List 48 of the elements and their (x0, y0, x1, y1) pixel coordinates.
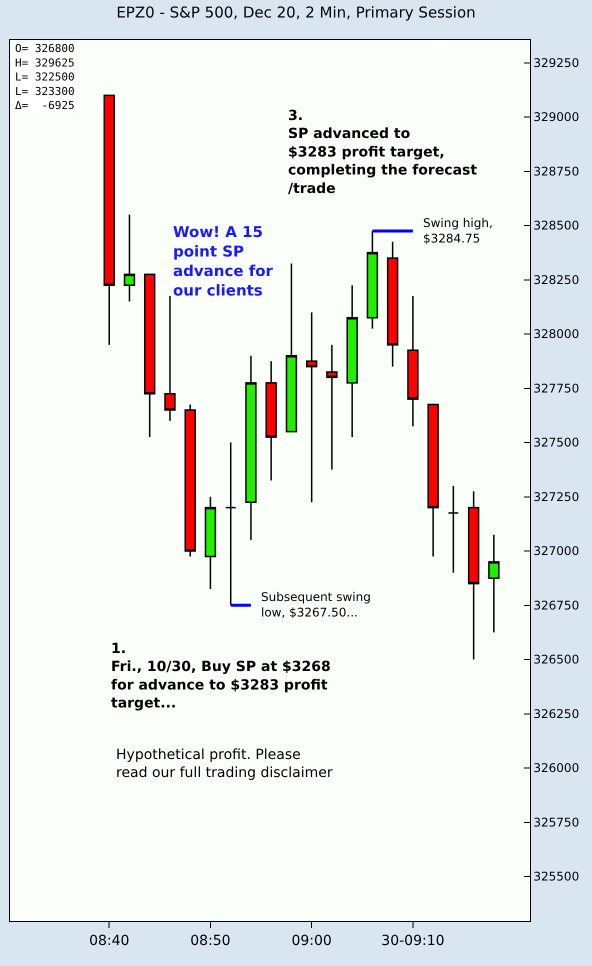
y-tick-label: 325750 (533, 815, 580, 830)
y-tick-label: 327250 (533, 490, 580, 504)
x-tick-label: 09:00 (291, 932, 332, 949)
annotation: 1. Fri., 10/30, Buy SP at $3268 for advance to $3283 profit target... (111, 641, 331, 712)
y-tick-label: 326500 (533, 652, 580, 667)
y-tick-label: 325500 (533, 870, 580, 884)
annotation: O= 326800 H= 329625 L= 322500 L= 323300 Δ= -6925 (15, 42, 75, 112)
candlestick (386, 241, 398, 368)
candlestick (204, 496, 216, 590)
candlestick (366, 230, 378, 330)
candlestick (326, 344, 338, 470)
candlestick (286, 262, 298, 432)
y-tick-label: 327750 (533, 381, 580, 396)
annotation: Hypothetical profit. Please read our full trading disclaimer (116, 747, 333, 782)
y-tick-label: 329000 (533, 110, 580, 124)
x-tick-label: 08:50 (190, 932, 231, 949)
candlestick (124, 214, 136, 302)
candlestick (407, 295, 419, 427)
candlestick (164, 295, 176, 422)
candlestick (346, 284, 358, 438)
candlestick (104, 94, 115, 346)
y-tick-label: 329250 (533, 56, 580, 70)
y-tick-label: 327000 (533, 544, 580, 558)
y-tick-label: 328500 (533, 218, 580, 233)
annotation: Swing high, $3284.75 (423, 216, 493, 246)
y-tick-label: 328250 (533, 272, 580, 287)
candlestick (245, 354, 257, 541)
annotation: Subsequent swing low, $3267.50... (261, 590, 371, 620)
candlestick (144, 274, 156, 438)
x-tick-label: 08:40 (89, 932, 130, 949)
y-tick-label: 328750 (533, 164, 580, 178)
y-tick-label: 326250 (533, 706, 580, 721)
annotation: Wow! A 15 point SP advance for our clients (173, 223, 274, 300)
candlestick (427, 404, 439, 558)
candlestick (265, 360, 277, 482)
y-tick-label: 327500 (533, 436, 580, 450)
candlestick (488, 534, 500, 634)
x-tick-label: 30-09:10 (381, 932, 445, 949)
candlestick (448, 485, 460, 574)
annotation: 3. SP advanced to $3283 profit target, completing the forecast /trade (288, 108, 478, 197)
y-tick-label: 326000 (533, 761, 580, 776)
y-tick-label: 328000 (533, 327, 580, 342)
candlestick (225, 442, 236, 606)
chart-title: EPZ0 - S&P 500, Dec 20, 2 Min, Primary Session (116, 3, 476, 22)
y-tick-label: 326750 (533, 598, 580, 612)
candlestick (184, 404, 196, 558)
candlestick (306, 312, 318, 503)
candlestick (468, 490, 480, 660)
